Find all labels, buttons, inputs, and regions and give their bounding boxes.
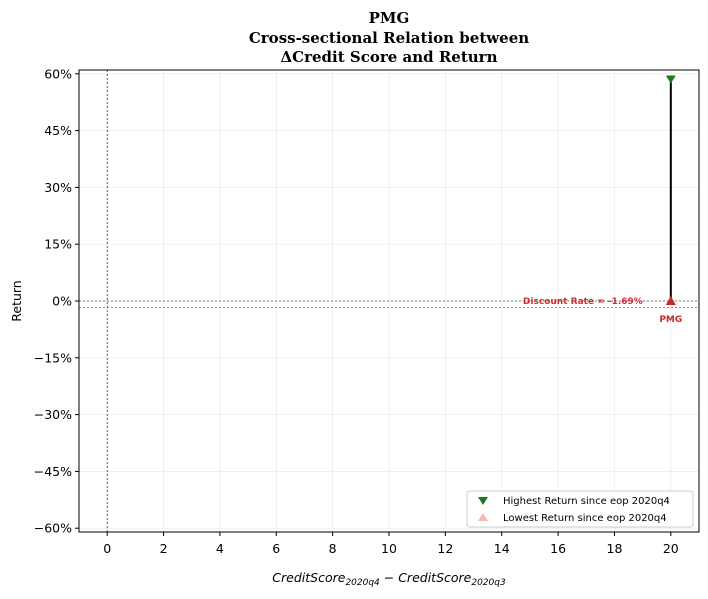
x-tick-label-7: 14 [494,541,510,556]
y-axis-label: Return [9,280,24,321]
x-tick-label-8: 16 [550,541,566,556]
chart-title-line-1: PMG [369,9,410,27]
legend: Highest Return since eop 2020q4 Lowest R… [466,490,694,528]
x-tick-label-10: 20 [663,541,679,556]
data-marks: PMG [659,75,682,325]
x-axis-label-base-2: CreditScore [398,570,471,585]
x-tick-label-9: 18 [607,541,623,556]
current-point-label: PMG [659,315,682,325]
x-axis-label-minus: − [380,570,398,585]
y-tick-label-7: −45% [34,464,72,479]
x-axis-ticks: 0 2 4 6 8 10 12 14 16 18 20 [103,532,679,556]
x-axis-label: CreditScore2020q4 − CreditScore2020q3 [272,570,506,588]
legend-marker-highest [478,497,488,505]
legend-marker-lowest [478,513,488,521]
y-tick-label-1: 45% [44,123,72,138]
legend-box [466,490,694,528]
x-tick-label-2: 4 [216,541,224,556]
x-tick-label-0: 0 [103,541,111,556]
x-tick-label-1: 2 [160,541,168,556]
x-axis-label-sub-2: 2020q3 [471,578,506,588]
x-tick-label-4: 8 [329,541,337,556]
y-tick-label-4: 0% [52,294,72,309]
current-point-marker [665,296,676,305]
discount-rate-label: Discount Rate = -1.69% [523,297,643,307]
x-axis-label-sub-1: 2020q4 [345,578,380,588]
y-tick-label-3: 15% [44,237,72,252]
legend-label-highest: Highest Return since eop 2020q4 [503,496,670,507]
y-tick-label-5: −15% [34,350,72,365]
y-tick-label-2: 30% [44,180,72,195]
x-tick-label-3: 6 [272,541,280,556]
x-axis-label-base-1: CreditScore [272,570,345,585]
series-0-point-0 [665,75,676,84]
y-tick-label-0: 60% [44,66,72,81]
y-tick-label-6: −30% [34,407,72,422]
x-tick-label-5: 10 [381,541,397,556]
chart-title-line-3: ΔCredit Score and Return [281,48,498,66]
reference-lines: Discount Rate = -1.69% [79,70,699,532]
legend-label-lowest: Lowest Return since eop 2020q4 [503,513,667,524]
y-tick-label-8: −60% [34,521,72,536]
x-tick-label-6: 12 [437,541,453,556]
chart-title-line-2: Cross-sectional Relation between [249,29,529,47]
y-axis-ticks: 60% 45% 30% 15% 0% −15% −30% −45% −60% [34,66,79,536]
